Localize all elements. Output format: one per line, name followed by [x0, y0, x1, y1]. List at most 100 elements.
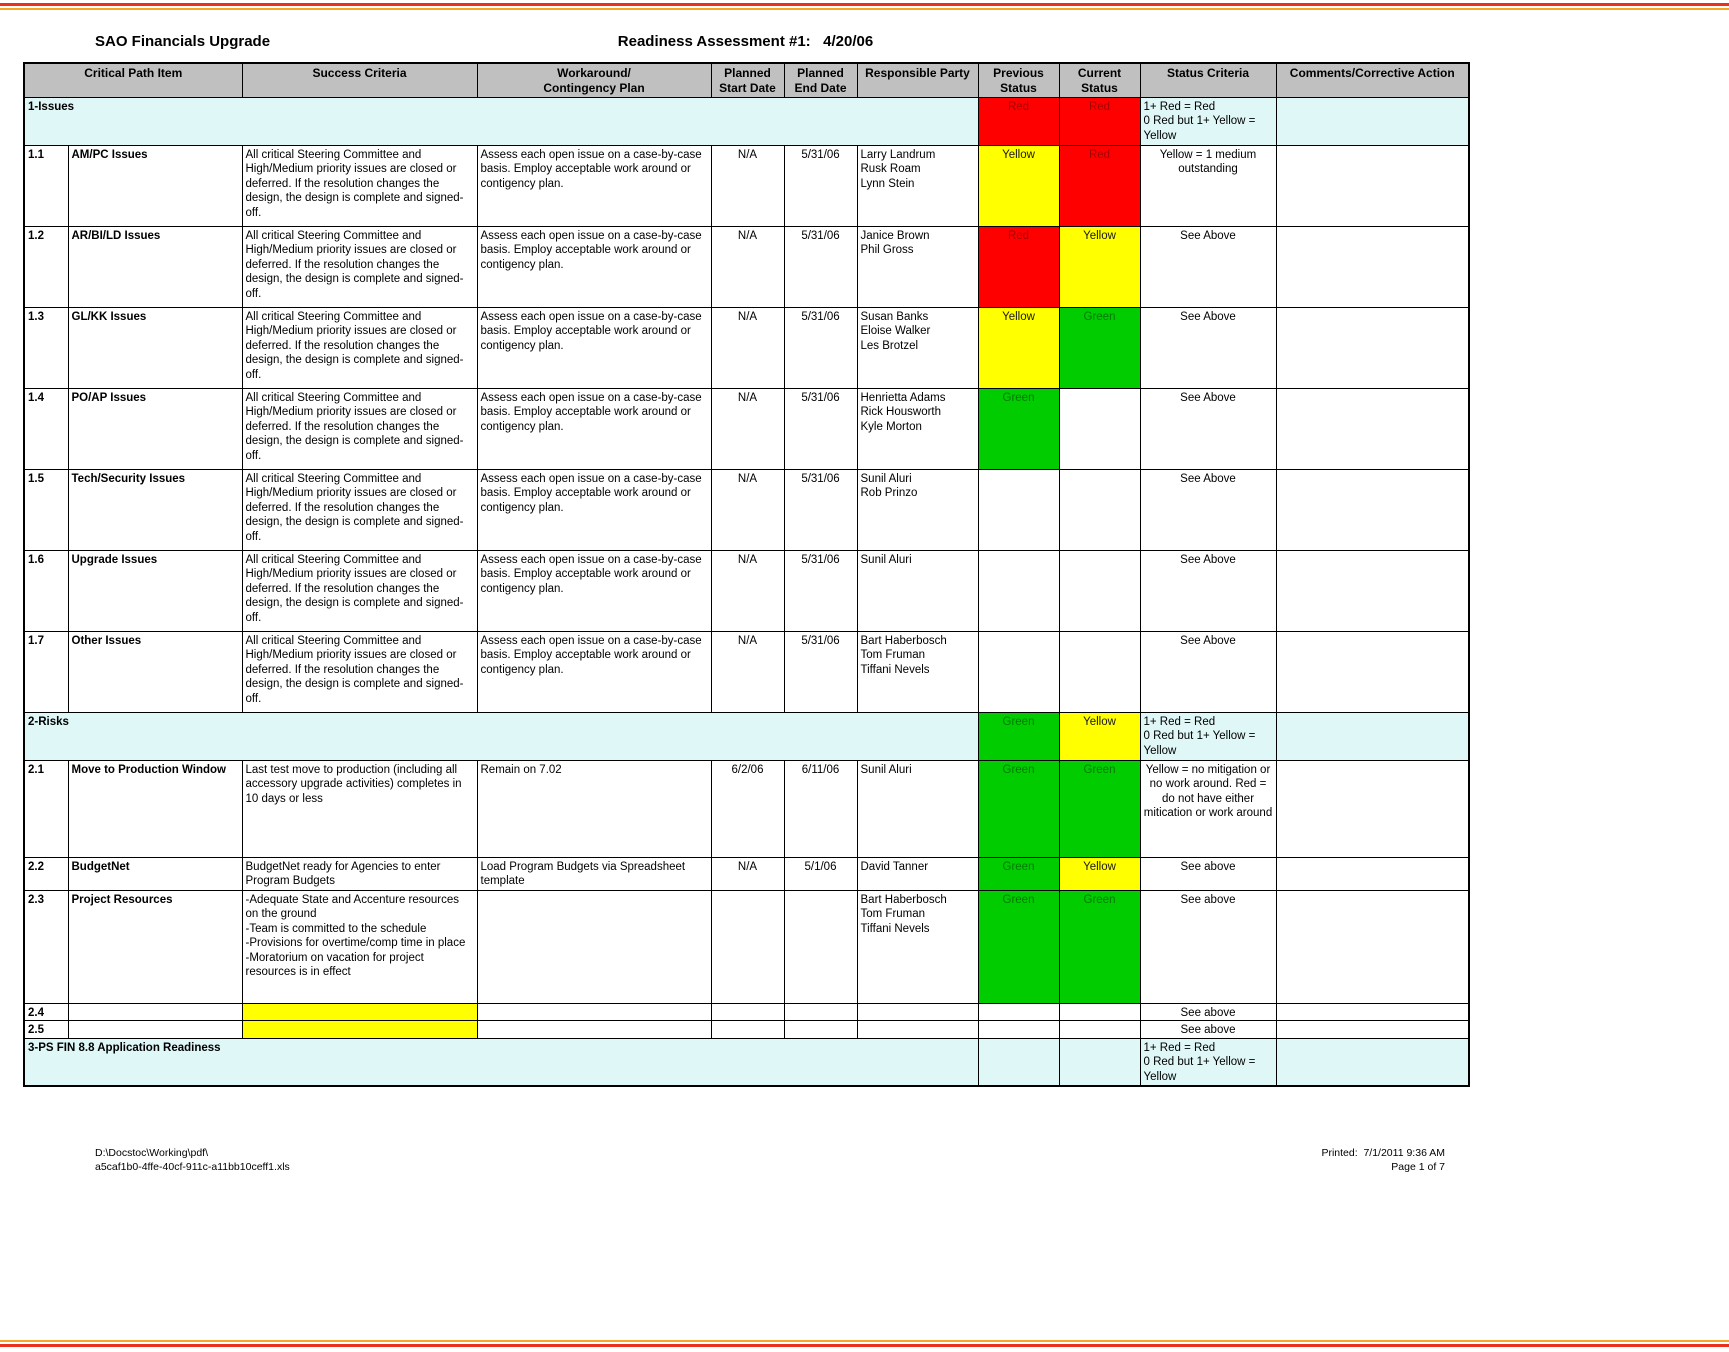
- comments-cell: [1275, 549, 1470, 632]
- workaround-cell: Remain on 7.02: [476, 759, 712, 858]
- col-header-status-criteria: Status Criteria: [1139, 62, 1277, 98]
- workaround-cell: Assess each open issue on a case-by-case…: [476, 468, 712, 551]
- item-row-2-4: 2.4 See above: [23, 1002, 1470, 1021]
- planned-start-cell: 6/2/06: [710, 759, 785, 858]
- planned-start-cell: N/A: [710, 225, 785, 308]
- col-header-responsible-party: Responsible Party: [856, 62, 979, 98]
- previous-status-cell: Green: [977, 759, 1060, 858]
- section-row-risks: 2-Risks Green Yellow 1+ Red = Red 0 Red …: [23, 711, 1470, 761]
- row-number: 2.1: [23, 759, 69, 858]
- comments-cell: [1275, 1020, 1470, 1039]
- comments-cell: [1275, 630, 1470, 713]
- workaround-cell: Assess each open issue on a case-by-case…: [476, 144, 712, 227]
- critical-path-item-cell: AR/BI/LD Issues: [67, 225, 243, 308]
- workaround-cell: [476, 1020, 712, 1039]
- item-row-1-7: 1.7 Other Issues All critical Steering C…: [23, 630, 1470, 713]
- comments-cell: [1275, 889, 1470, 1004]
- responsible-party-cell: Henrietta Adams Rick Housworth Kyle Mort…: [856, 387, 979, 470]
- responsible-party-cell: [856, 1002, 979, 1021]
- item-row-1-5: 1.5 Tech/Security Issues All critical St…: [23, 468, 1470, 551]
- planned-end-cell: [783, 1002, 858, 1021]
- row-number: 1.7: [23, 630, 69, 713]
- document-title: SAO Financials Upgrade: [95, 33, 271, 50]
- section-title: 3-PS FIN 8.8 Application Readiness: [23, 1037, 979, 1087]
- success-criteria-cell: All critical Steering Committee and High…: [241, 306, 478, 389]
- workaround-cell: Assess each open issue on a case-by-case…: [476, 630, 712, 713]
- workaround-cell: [476, 889, 712, 1004]
- previous-status-cell: Green: [977, 856, 1060, 891]
- assessment-title: Readiness Assessment #1: 4/20/06: [617, 33, 874, 50]
- workaround-cell: Assess each open issue on a case-by-case…: [476, 387, 712, 470]
- status-criteria-cell: See above: [1139, 1002, 1277, 1021]
- success-criteria-cell: All critical Steering Committee and High…: [241, 225, 478, 308]
- previous-status-cell: Green: [977, 889, 1060, 1004]
- planned-start-cell: [710, 1002, 785, 1021]
- planned-end-cell: 5/31/06: [783, 468, 858, 551]
- item-row-2-1: 2.1 Move to Production Window Last test …: [23, 759, 1470, 858]
- status-criteria-cell: 1+ Red = Red 0 Red but 1+ Yellow = Yello…: [1139, 711, 1277, 761]
- status-criteria-cell: See Above: [1139, 306, 1277, 389]
- item-row-1-3: 1.3 GL/KK Issues All critical Steering C…: [23, 306, 1470, 389]
- success-criteria-cell: [241, 1002, 478, 1021]
- planned-start-cell: N/A: [710, 549, 785, 632]
- col-header-previous-status: Previous Status: [977, 62, 1060, 98]
- bottom-border-stripe-red: [0, 1344, 1729, 1347]
- previous-status-cell: [977, 1002, 1060, 1021]
- row-number: 2.3: [23, 889, 69, 1004]
- previous-status-cell: [977, 1020, 1060, 1039]
- status-criteria-cell: See Above: [1139, 630, 1277, 713]
- planned-start-cell: N/A: [710, 306, 785, 389]
- planned-end-cell: 5/31/06: [783, 225, 858, 308]
- footer-file-path: D:\Docstoc\Working\pdf\ a5caf1b0-4ffe-40…: [95, 1147, 290, 1173]
- responsible-party-cell: Janice Brown Phil Gross: [856, 225, 979, 308]
- status-criteria-cell: See Above: [1139, 225, 1277, 308]
- planned-end-cell: 5/31/06: [783, 387, 858, 470]
- current-status-cell: Red: [1058, 144, 1141, 227]
- col-header-success-criteria: Success Criteria: [241, 62, 478, 98]
- readiness-table: Critical Path Item Success Criteria Work…: [23, 62, 1470, 1087]
- item-row-2-2: 2.2 BudgetNet BudgetNet ready for Agenci…: [23, 856, 1470, 891]
- planned-end-cell: [783, 889, 858, 1004]
- comments-cell: [1275, 144, 1470, 227]
- comments-cell: [1275, 856, 1470, 891]
- current-status-cell: Red: [1058, 96, 1141, 146]
- comments-cell: [1275, 711, 1470, 761]
- top-border-stripe-red: [0, 3, 1729, 6]
- item-row-1-4: 1.4 PO/AP Issues All critical Steering C…: [23, 387, 1470, 470]
- critical-path-item-cell: GL/KK Issues: [67, 306, 243, 389]
- responsible-party-cell: Susan Banks Eloise Walker Les Brotzel: [856, 306, 979, 389]
- planned-start-cell: N/A: [710, 630, 785, 713]
- status-criteria-cell: See Above: [1139, 387, 1277, 470]
- workaround-cell: Load Program Budgets via Spreadsheet tem…: [476, 856, 712, 891]
- planned-end-cell: 5/31/06: [783, 144, 858, 227]
- current-status-cell: [1058, 1020, 1141, 1039]
- planned-start-cell: [710, 889, 785, 1004]
- success-criteria-cell: BudgetNet ready for Agencies to enter Pr…: [241, 856, 478, 891]
- current-status-cell: [1058, 549, 1141, 632]
- previous-status-cell: [977, 549, 1060, 632]
- comments-cell: [1275, 1002, 1470, 1021]
- success-criteria-cell: All critical Steering Committee and High…: [241, 144, 478, 227]
- current-status-cell: Yellow: [1058, 225, 1141, 308]
- section-title: 2-Risks: [23, 711, 979, 761]
- item-row-1-1: 1.1 AM/PC Issues All critical Steering C…: [23, 144, 1470, 227]
- previous-status-cell: Red: [977, 225, 1060, 308]
- responsible-party-cell: Bart Haberbosch Tom Fruman Tiffani Nevel…: [856, 889, 979, 1004]
- previous-status-cell: [977, 1037, 1060, 1087]
- current-status-cell: [1058, 630, 1141, 713]
- success-criteria-cell: -Adequate State and Accenture resources …: [241, 889, 478, 1004]
- previous-status-cell: [977, 630, 1060, 713]
- planned-start-cell: N/A: [710, 468, 785, 551]
- success-criteria-cell: [241, 1020, 478, 1039]
- comments-cell: [1275, 306, 1470, 389]
- status-criteria-cell: See above: [1139, 889, 1277, 1004]
- row-number: 1.4: [23, 387, 69, 470]
- footer-print-info: Printed: 7/1/2011 9:36 AM Page 1 of 7: [1321, 1147, 1445, 1173]
- workaround-cell: Assess each open issue on a case-by-case…: [476, 306, 712, 389]
- row-number: 1.1: [23, 144, 69, 227]
- responsible-party-cell: Bart Haberbosch Tom Fruman Tiffani Nevel…: [856, 630, 979, 713]
- current-status-cell: Green: [1058, 306, 1141, 389]
- item-row-2-3: 2.3 Project Resources -Adequate State an…: [23, 889, 1470, 1004]
- row-number: 2.2: [23, 856, 69, 891]
- current-status-cell: Yellow: [1058, 711, 1141, 761]
